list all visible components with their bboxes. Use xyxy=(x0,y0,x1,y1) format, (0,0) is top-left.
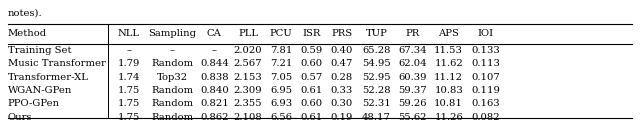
Text: PCU: PCU xyxy=(269,29,292,38)
Text: 7.21: 7.21 xyxy=(270,59,292,68)
Text: –: – xyxy=(212,46,217,55)
Text: IOI: IOI xyxy=(477,29,494,38)
Text: 6.56: 6.56 xyxy=(270,113,292,120)
Text: 52.95: 52.95 xyxy=(362,73,390,82)
Text: Music Transformer: Music Transformer xyxy=(8,59,106,68)
Text: Sampling: Sampling xyxy=(148,29,196,38)
Text: 0.840: 0.840 xyxy=(200,86,228,95)
Text: Random: Random xyxy=(151,113,193,120)
Text: 0.28: 0.28 xyxy=(331,73,353,82)
Text: APS: APS xyxy=(438,29,459,38)
Text: CA: CA xyxy=(207,29,222,38)
Text: 2.309: 2.309 xyxy=(234,86,262,95)
Text: 1.75: 1.75 xyxy=(118,113,140,120)
Text: 60.39: 60.39 xyxy=(399,73,427,82)
Text: 7.05: 7.05 xyxy=(270,73,292,82)
Text: notes).: notes). xyxy=(8,8,42,17)
Text: 1.74: 1.74 xyxy=(118,73,140,82)
Text: Random: Random xyxy=(151,59,193,68)
Text: 52.31: 52.31 xyxy=(362,99,390,108)
Text: 1.75: 1.75 xyxy=(118,86,140,95)
Text: TUP: TUP xyxy=(365,29,387,38)
Text: PRS: PRS xyxy=(331,29,353,38)
Text: 0.59: 0.59 xyxy=(300,46,323,55)
Text: ISR: ISR xyxy=(302,29,321,38)
Text: 2.567: 2.567 xyxy=(234,59,262,68)
Text: 0.30: 0.30 xyxy=(331,99,353,108)
Text: 0.838: 0.838 xyxy=(200,73,228,82)
Text: WGAN-GPen: WGAN-GPen xyxy=(8,86,72,95)
Text: 11.62: 11.62 xyxy=(435,59,463,68)
Text: 0.119: 0.119 xyxy=(471,86,500,95)
Text: –: – xyxy=(170,46,175,55)
Text: 0.60: 0.60 xyxy=(300,59,323,68)
Text: Top32: Top32 xyxy=(157,73,188,82)
Text: 48.17: 48.17 xyxy=(362,113,391,120)
Text: Ours: Ours xyxy=(8,113,32,120)
Text: 11.12: 11.12 xyxy=(434,73,463,82)
Text: 0.113: 0.113 xyxy=(471,59,500,68)
Text: Transformer-XL: Transformer-XL xyxy=(8,73,88,82)
Text: 6.93: 6.93 xyxy=(270,99,292,108)
Text: PPO-GPen: PPO-GPen xyxy=(8,99,60,108)
Text: 2.020: 2.020 xyxy=(234,46,262,55)
Text: NLL: NLL xyxy=(118,29,140,38)
Text: 59.37: 59.37 xyxy=(399,86,427,95)
Text: 0.19: 0.19 xyxy=(331,113,353,120)
Text: Training Set: Training Set xyxy=(8,46,71,55)
Text: 0.163: 0.163 xyxy=(472,99,500,108)
Text: 0.082: 0.082 xyxy=(472,113,500,120)
Text: 1.75: 1.75 xyxy=(118,99,140,108)
Text: 11.26: 11.26 xyxy=(435,113,463,120)
Text: 67.34: 67.34 xyxy=(399,46,427,55)
Text: 7.81: 7.81 xyxy=(270,46,292,55)
Text: 0.844: 0.844 xyxy=(200,59,229,68)
Text: PR: PR xyxy=(406,29,420,38)
Text: 52.28: 52.28 xyxy=(362,86,390,95)
Text: 0.821: 0.821 xyxy=(200,99,228,108)
Text: 0.33: 0.33 xyxy=(331,86,353,95)
Text: 59.26: 59.26 xyxy=(399,99,427,108)
Text: 0.862: 0.862 xyxy=(200,113,228,120)
Text: 11.53: 11.53 xyxy=(434,46,463,55)
Text: –: – xyxy=(127,46,131,55)
Text: 0.40: 0.40 xyxy=(331,46,353,55)
Text: 62.04: 62.04 xyxy=(399,59,427,68)
Text: 0.57: 0.57 xyxy=(300,73,323,82)
Text: 0.61: 0.61 xyxy=(300,113,323,120)
Text: Random: Random xyxy=(151,99,193,108)
Text: PLL: PLL xyxy=(238,29,258,38)
Text: 2.108: 2.108 xyxy=(234,113,262,120)
Text: Method: Method xyxy=(8,29,47,38)
Text: 0.47: 0.47 xyxy=(331,59,353,68)
Text: 0.133: 0.133 xyxy=(472,46,500,55)
Text: 55.62: 55.62 xyxy=(399,113,427,120)
Text: 6.95: 6.95 xyxy=(270,86,292,95)
Text: Random: Random xyxy=(151,86,193,95)
Text: 0.60: 0.60 xyxy=(300,99,323,108)
Text: 2.153: 2.153 xyxy=(234,73,262,82)
Text: 0.107: 0.107 xyxy=(472,73,500,82)
Text: 10.83: 10.83 xyxy=(435,86,463,95)
Text: 65.28: 65.28 xyxy=(362,46,390,55)
Text: 0.61: 0.61 xyxy=(300,86,323,95)
Text: 2.355: 2.355 xyxy=(234,99,262,108)
Text: 54.95: 54.95 xyxy=(362,59,390,68)
Text: 1.79: 1.79 xyxy=(118,59,140,68)
Text: 10.81: 10.81 xyxy=(434,99,463,108)
